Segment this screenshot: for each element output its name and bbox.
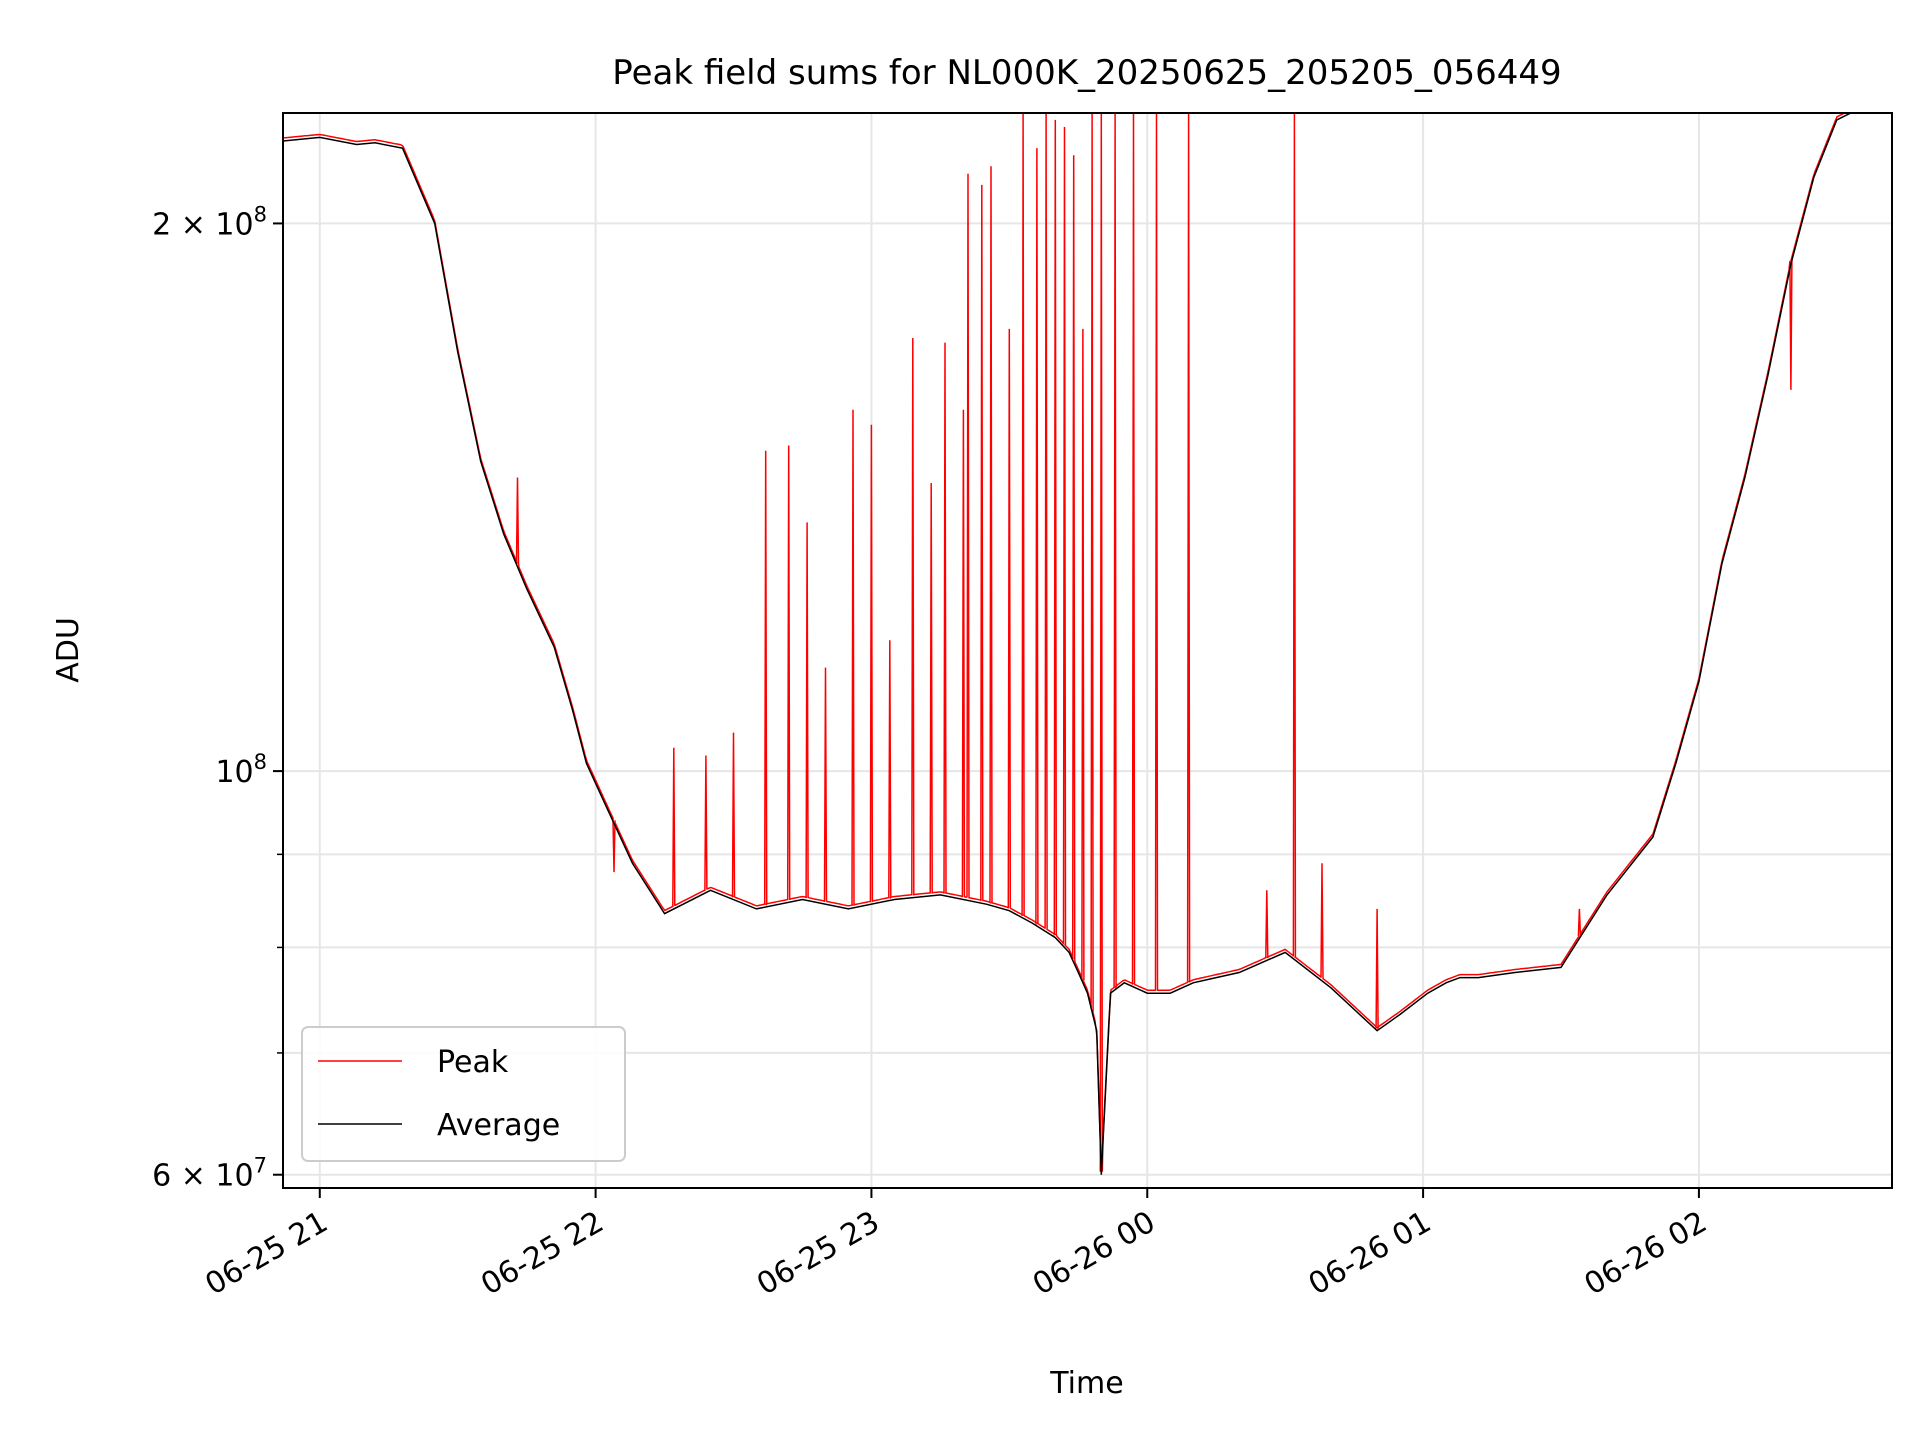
plot-frame: [282, 112, 1893, 1189]
x-axis-label: Time: [1049, 1366, 1123, 1401]
y-tick-label: 108: [215, 750, 267, 790]
chart-title: Peak field sums for NL000K_20250625_2052…: [612, 53, 1561, 93]
y-axis: 6 × 107 108 2 × 108: [152, 202, 283, 1194]
y-axis-label: ADU: [51, 617, 86, 683]
y-tick-label: 6 × 107: [152, 1154, 267, 1194]
series-layer: [283, 113, 1853, 1175]
series-peak-line: [283, 113, 1847, 1172]
series-average-line: [283, 113, 1853, 1175]
legend: Peak Average: [301, 1026, 626, 1162]
legend-peak-label: Peak: [437, 1045, 509, 1080]
y-tick-label: 2 × 108: [152, 202, 267, 242]
legend-average-label: Average: [437, 1108, 560, 1143]
